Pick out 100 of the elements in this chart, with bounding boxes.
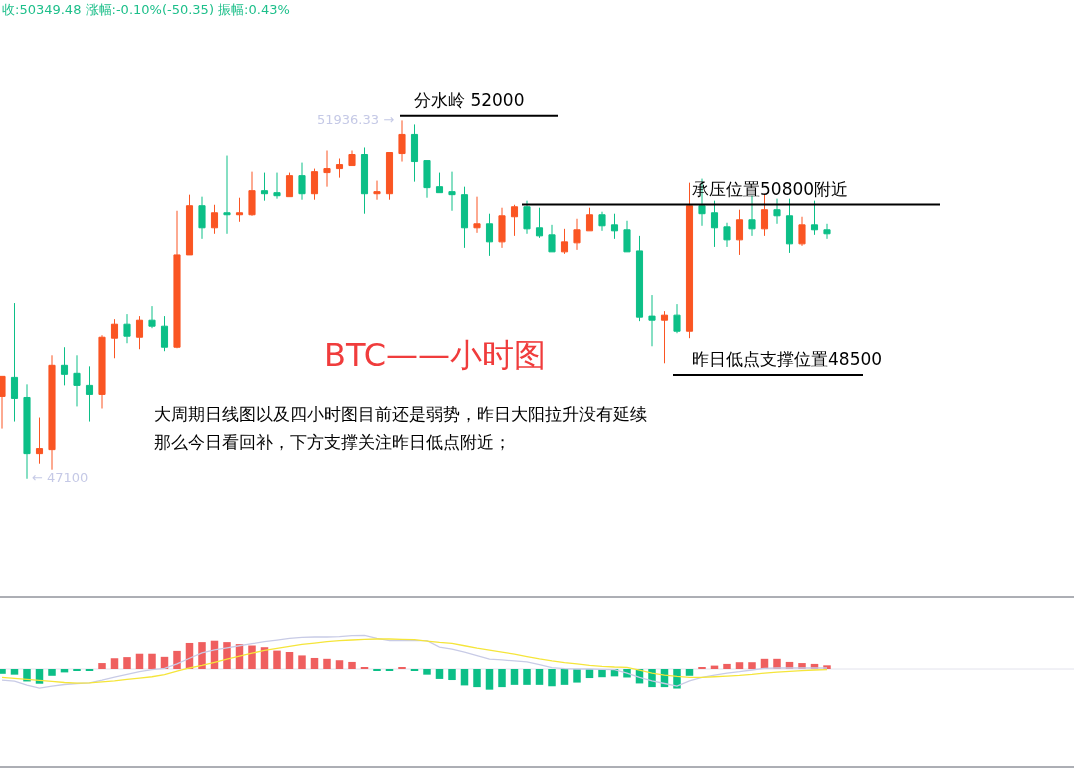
candlestick	[298, 162, 306, 201]
bar	[0, 669, 6, 674]
candlestick	[323, 150, 331, 188]
bar	[23, 669, 31, 682]
candlestick	[248, 171, 256, 217]
candlestick	[48, 354, 56, 471]
candlestick	[735, 209, 744, 256]
bar	[560, 669, 569, 685]
bar	[110, 658, 119, 669]
candlestick	[173, 210, 181, 349]
candlestick	[223, 155, 231, 235]
candlestick	[35, 417, 44, 465]
bar	[510, 669, 519, 685]
candlestick	[73, 354, 81, 407]
candlestick	[685, 182, 694, 339]
candlestick	[598, 211, 606, 232]
candlestick	[610, 213, 619, 240]
candlestick	[410, 123, 419, 183]
candlestick	[160, 315, 169, 352]
candlestick	[785, 198, 794, 254]
ref-line-label: 分水岭 52000	[414, 90, 525, 110]
candlestick	[348, 150, 356, 167]
candlestick	[810, 200, 819, 236]
bar	[173, 650, 181, 669]
candlestick	[473, 196, 481, 234]
candlestick	[310, 168, 319, 201]
candlestick	[110, 318, 119, 359]
bar	[123, 657, 131, 669]
bar	[498, 669, 506, 688]
bar	[135, 653, 144, 669]
bar	[735, 662, 744, 669]
annotation: ← 47100	[32, 470, 89, 485]
bar	[273, 650, 281, 669]
candlestick	[548, 224, 556, 253]
candlestick	[673, 303, 681, 334]
candlestick	[635, 235, 644, 322]
text: 收:50349.48 涨幅:-0.10%(-50.35) 振幅:0.43%	[2, 2, 290, 17]
candlestick	[123, 313, 131, 344]
candlestick	[448, 171, 456, 212]
candlestick	[385, 152, 394, 201]
candlestick	[148, 305, 156, 329]
candlestick	[273, 172, 281, 200]
bar	[98, 663, 106, 669]
annotation: 那么今日看回补，下方支撑关注昨日低点附近；	[154, 432, 511, 452]
candlestick	[823, 223, 831, 240]
candlestick	[773, 198, 781, 225]
text: BTC——小时图	[324, 336, 546, 374]
bar	[535, 669, 544, 685]
bar	[423, 669, 431, 675]
bar	[298, 655, 306, 669]
candlestick	[748, 195, 756, 237]
candlestick	[85, 365, 94, 423]
candlestick	[535, 207, 544, 239]
bar	[573, 669, 581, 683]
candlestick	[423, 160, 431, 199]
bar	[460, 669, 469, 686]
bar	[348, 661, 356, 669]
candlestick	[98, 334, 106, 410]
candlestick	[210, 204, 219, 235]
candlestick	[523, 200, 531, 235]
candlestick	[573, 218, 581, 251]
candlestick	[23, 383, 31, 480]
candlestick	[335, 158, 344, 179]
candlestick	[623, 220, 631, 253]
bar	[10, 669, 19, 675]
candlestick	[485, 213, 494, 257]
candlestick	[648, 294, 656, 347]
bar	[548, 669, 556, 687]
candlestick	[135, 315, 144, 350]
bar	[48, 669, 56, 676]
candlestick	[560, 228, 569, 255]
bar	[310, 657, 319, 669]
bar	[335, 660, 344, 669]
candlestick	[185, 194, 194, 256]
bar	[473, 669, 481, 688]
bar	[485, 669, 494, 690]
ref-line-label: 昨日低点支撑位置48500	[692, 349, 883, 369]
candlestick	[260, 172, 269, 202]
candlestick	[660, 310, 669, 364]
bar	[323, 658, 331, 669]
bar	[435, 669, 444, 679]
candlestick	[235, 197, 244, 223]
candlestick	[10, 302, 19, 423]
bar	[248, 645, 256, 669]
bar	[448, 669, 456, 681]
candlestick	[510, 204, 519, 237]
candlestick	[285, 172, 294, 198]
ref-line-label: 承压位置50800附近	[692, 179, 849, 199]
candlestick	[760, 193, 769, 237]
bar	[223, 642, 231, 669]
candlestick	[585, 207, 594, 232]
candlestick	[60, 346, 69, 386]
bar	[523, 669, 531, 685]
candlestick	[723, 222, 731, 248]
bar	[148, 653, 156, 669]
bar	[748, 662, 756, 669]
bar	[685, 669, 694, 676]
annotation: 大周期日线图以及四小时图目前还是弱势，昨日大阳拉升没有延续	[154, 404, 647, 424]
candlestick	[198, 196, 206, 240]
candlestick	[398, 119, 406, 163]
